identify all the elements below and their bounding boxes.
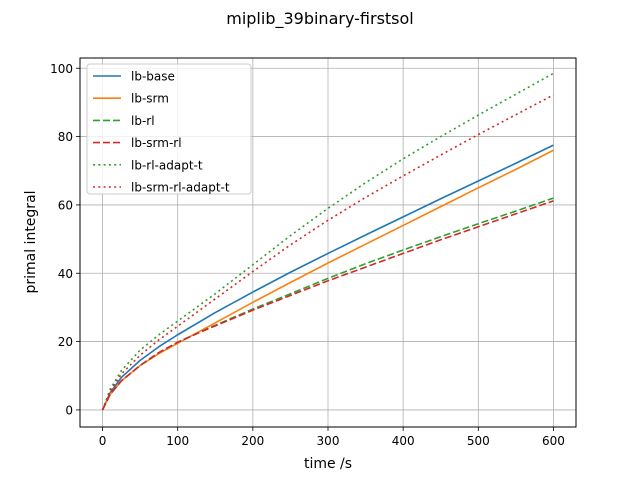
legend-box xyxy=(86,63,252,195)
x-tick-label: 0 xyxy=(99,434,107,448)
legend-label: lb-srm xyxy=(131,92,169,106)
legend-label: lb-srm-rl xyxy=(131,136,182,150)
x-tick-label: 600 xyxy=(542,434,565,448)
x-axis-label: time /s xyxy=(304,456,352,472)
y-axis: 0 20 40 60 80 100 xyxy=(50,62,80,417)
x-tick-label: 500 xyxy=(467,434,490,448)
series-line-lb-base xyxy=(101,144,554,411)
y-axis-label: primal integral xyxy=(23,190,39,293)
grid xyxy=(80,58,576,427)
legend: lb-base lb-srm lb-rl lb-srm-rl lb-rl-adapt-t… xyxy=(86,63,252,195)
series-line-lb-rl-adapt-t xyxy=(101,72,554,411)
x-tick-label: 200 xyxy=(241,434,264,448)
legend-label: lb-rl-adapt-t xyxy=(131,158,203,172)
x-tick-label: 300 xyxy=(317,434,340,448)
series-line-lb-srm-rl xyxy=(101,200,554,411)
x-tick-label: 100 xyxy=(166,434,189,448)
y-tick-label: 60 xyxy=(58,198,73,212)
series-line-lb-srm-rl-adapt-t xyxy=(101,94,554,411)
x-tick-label: 400 xyxy=(392,434,415,448)
series-layer xyxy=(101,72,554,411)
chart-title: miplib_39binary-firstsol xyxy=(226,9,414,29)
y-tick-label: 100 xyxy=(50,62,73,76)
y-tick-label: 0 xyxy=(65,403,73,417)
y-tick-label: 20 xyxy=(58,335,73,349)
legend-label: lb-srm-rl-adapt-t xyxy=(131,181,230,195)
y-tick-label: 40 xyxy=(58,267,73,281)
y-tick-label: 80 xyxy=(58,130,73,144)
legend-label: lb-rl xyxy=(131,114,155,128)
legend-label: lb-base xyxy=(131,70,175,84)
x-axis: 0 100 200 300 400 500 600 xyxy=(99,427,565,448)
